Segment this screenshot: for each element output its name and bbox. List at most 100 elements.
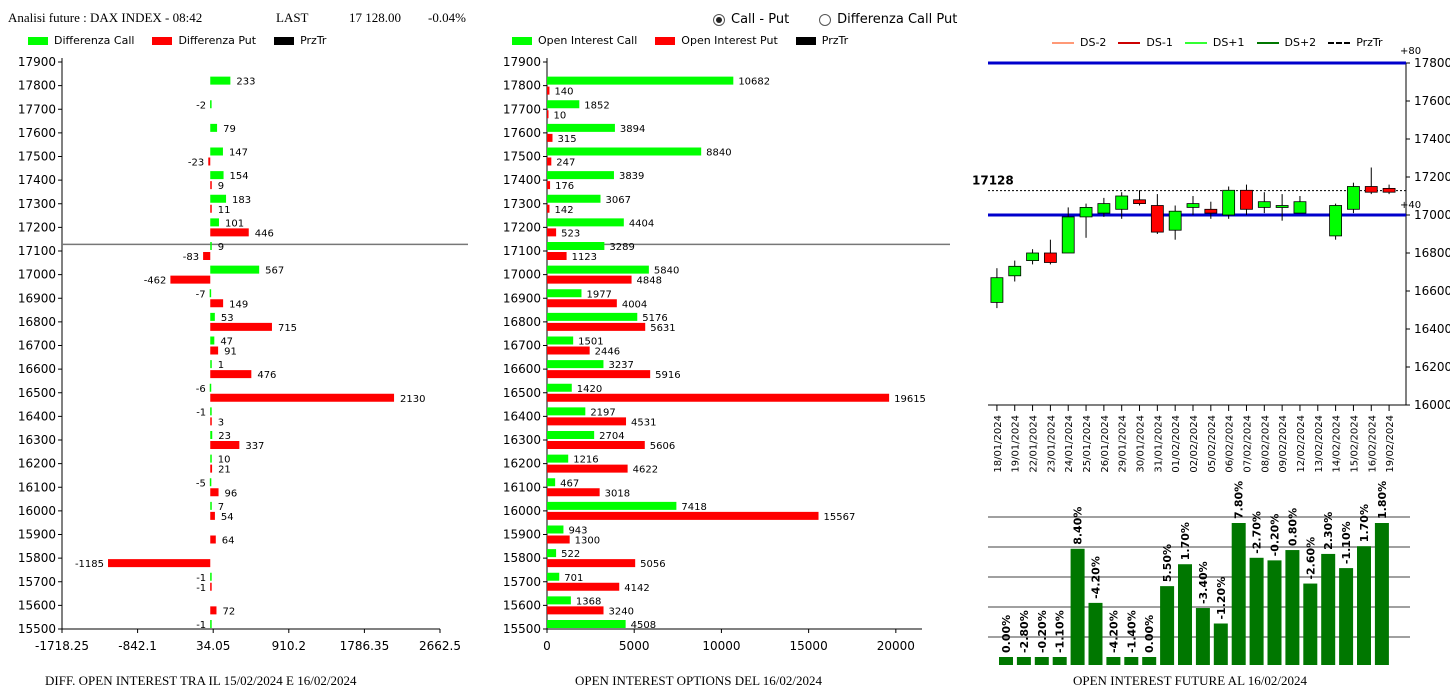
mid-ytick-label: 16900 xyxy=(503,291,541,305)
oi-put-label: 4848 xyxy=(637,276,662,287)
candle-up xyxy=(1097,203,1111,214)
mid-ytick-label: 15700 xyxy=(503,575,541,589)
oi-call-label: 467 xyxy=(560,478,579,489)
oi-put-bar xyxy=(547,322,646,331)
oi-call-label: 10682 xyxy=(738,77,770,88)
oi-call-label: 5176 xyxy=(642,313,667,324)
oi-future-bar xyxy=(1106,657,1121,665)
legend-line-ds-2 xyxy=(1052,41,1074,44)
oi-future-value-label: -2.80% xyxy=(1018,610,1031,653)
diff-put-bar xyxy=(210,181,212,190)
legend-swatch-oi-price xyxy=(795,36,816,45)
candle-down xyxy=(1382,187,1396,193)
radio-call-put-label[interactable]: Call - Put xyxy=(731,12,790,27)
mid-xtick-label: 5000 xyxy=(619,639,650,653)
candle-xtick-label: 23/01/2024 xyxy=(1046,415,1057,473)
diff-call-bar xyxy=(210,312,215,321)
legend-ds+2: DS+2 xyxy=(1284,36,1317,49)
left-xtick-label: 34.05 xyxy=(196,639,230,653)
diff-call-bar xyxy=(210,76,231,85)
diff-put-bar xyxy=(210,417,212,426)
oi-future-value-label: 1.70% xyxy=(1179,522,1192,560)
oi-future-value-label: -1.10% xyxy=(1054,610,1067,653)
oi-call-bar xyxy=(547,431,595,439)
diff-call-label: 53 xyxy=(221,313,234,324)
diff-put-label: 337 xyxy=(245,441,264,452)
legend-diff-put: Differenza Put xyxy=(178,34,257,47)
diff-put-bar xyxy=(203,252,211,260)
oi-call-bar xyxy=(547,572,560,581)
radio-diff-call-put-label[interactable]: Differenza Call Put xyxy=(837,12,958,27)
oi-put-label: 4622 xyxy=(633,465,658,476)
mid-ytick-label: 15800 xyxy=(503,551,541,565)
diff-call-label: -2 xyxy=(196,100,206,111)
diff-call-label: 7 xyxy=(218,502,224,513)
oi-call-label: 701 xyxy=(564,573,583,584)
right-legend: DS-2 DS-1 DS+1 DS+2 PrzTr xyxy=(1052,36,1401,49)
left-ytick-label: 16400 xyxy=(18,409,56,423)
mid-legend: Open Interest Call Open Interest Put Prz… xyxy=(512,34,866,47)
candle-lower-level-label: +40 xyxy=(1400,200,1421,211)
candle-up xyxy=(1275,205,1289,208)
diff-put-label: 21 xyxy=(218,465,231,476)
diff-put-bar xyxy=(210,228,249,237)
candle-xtick-label: 14/02/2024 xyxy=(1332,415,1343,473)
candle-up xyxy=(1168,210,1182,231)
oi-call-label: 1368 xyxy=(576,596,601,607)
mid-ytick-label: 16200 xyxy=(503,457,541,471)
oi-future-value-label: -1.40% xyxy=(1125,610,1138,653)
candle-up xyxy=(1347,186,1360,210)
candle-xtick-label: 09/02/2024 xyxy=(1278,415,1289,473)
oi-put-label: 140 xyxy=(554,87,573,98)
mid-ytick-label: 17400 xyxy=(503,173,541,187)
diff-call-label: 9 xyxy=(218,242,224,253)
candle-xtick-label: 01/02/2024 xyxy=(1171,415,1182,473)
left-caption: DIFF. OPEN INTEREST TRA IL 15/02/2024 E … xyxy=(45,673,357,688)
mid-ytick-label: 17100 xyxy=(503,244,541,258)
left-ytick-label: 17800 xyxy=(18,79,56,93)
diff-put-bar xyxy=(210,511,215,520)
oi-call-bar xyxy=(547,242,605,250)
diff-put-label: 3 xyxy=(218,417,224,428)
mid-ytick-label: 17300 xyxy=(503,197,541,211)
mid-ytick-label: 17700 xyxy=(503,102,541,116)
candle-up xyxy=(1186,203,1200,208)
oi-call-label: 943 xyxy=(568,526,587,537)
left-ytick-label: 17400 xyxy=(18,173,56,187)
oi-call-label: 3839 xyxy=(619,171,644,182)
diff-put-label: 446 xyxy=(255,228,274,239)
oi-future-bar xyxy=(1285,550,1300,665)
legend-diff-call: Differenza Call xyxy=(54,34,135,47)
oi-call-bar xyxy=(547,194,601,203)
candle-upper-level-label: +80 xyxy=(1400,46,1421,57)
oi-call-label: 1216 xyxy=(573,455,598,466)
left-ytick-label: 16900 xyxy=(18,291,56,305)
candle-xtick-label: 15/02/2024 xyxy=(1349,415,1360,473)
oi-future-bar xyxy=(1231,523,1246,665)
diff-call-bar xyxy=(210,454,212,463)
oi-put-bar xyxy=(547,606,604,615)
left-ytick-label: 16100 xyxy=(18,480,56,494)
mid-ytick-label: 16500 xyxy=(503,386,541,400)
oi-put-label: 10 xyxy=(554,110,567,121)
oi-put-label: 4531 xyxy=(631,417,656,428)
left-legend: Differenza Call Differenza Put PrzTr xyxy=(28,34,344,47)
left-ytick-label: 17000 xyxy=(18,268,56,282)
candle-xtick-label: 18/01/2024 xyxy=(993,415,1004,473)
radio-diff-call-put[interactable] xyxy=(819,13,832,26)
left-ytick-label: 16700 xyxy=(18,339,56,353)
diff-put-label: 149 xyxy=(229,299,248,310)
oi-future-bar xyxy=(1249,557,1264,665)
oi-call-bar xyxy=(547,383,572,392)
change-percent: -0.04% xyxy=(428,10,466,25)
oi-future-value-label: -1.10% xyxy=(1340,521,1353,564)
diff-call-bar xyxy=(209,478,212,487)
oi-call-label: 8840 xyxy=(706,148,731,159)
left-ytick-label: 16000 xyxy=(18,504,56,518)
candle-down xyxy=(1150,205,1164,233)
oi-call-bar xyxy=(547,360,604,369)
candle-up xyxy=(1329,205,1343,237)
candle-xtick-label: 08/02/2024 xyxy=(1260,415,1271,473)
radio-call-put[interactable] xyxy=(713,13,725,26)
